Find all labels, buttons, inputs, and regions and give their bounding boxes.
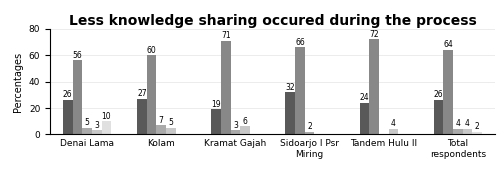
Bar (221, 41, 230, 134)
Text: 56: 56 (72, 51, 83, 60)
Bar (434, 100, 444, 134)
Text: 24: 24 (360, 93, 370, 102)
Bar (286, 92, 295, 134)
Bar (472, 132, 482, 134)
Text: 32: 32 (286, 83, 295, 92)
Bar (240, 127, 250, 134)
Bar (305, 132, 314, 134)
Text: 2: 2 (307, 122, 312, 131)
Bar (92, 130, 102, 134)
Text: 64: 64 (444, 40, 453, 49)
Text: 66: 66 (295, 38, 305, 47)
Bar (462, 129, 472, 134)
Text: 7: 7 (159, 116, 164, 124)
Text: 6: 6 (242, 117, 248, 126)
Bar (370, 39, 379, 134)
Bar (444, 50, 453, 134)
Bar (63, 100, 72, 134)
Bar (360, 103, 370, 134)
Text: 19: 19 (212, 100, 221, 109)
Bar (72, 60, 83, 134)
Text: 4: 4 (391, 119, 396, 128)
Bar (147, 55, 156, 134)
Bar (166, 128, 175, 134)
Bar (137, 99, 147, 134)
Y-axis label: Percentages: Percentages (13, 51, 23, 112)
Bar (295, 47, 305, 134)
Text: 26: 26 (63, 90, 72, 99)
Bar (102, 121, 111, 134)
Text: 71: 71 (221, 31, 230, 40)
Text: 3: 3 (233, 121, 238, 130)
Bar (453, 129, 462, 134)
Text: 10: 10 (102, 112, 111, 121)
Text: 72: 72 (370, 30, 379, 39)
Bar (212, 109, 221, 134)
Text: 4: 4 (465, 119, 470, 128)
Title: Less knowledge sharing occured during the process: Less knowledge sharing occured during th… (68, 14, 476, 28)
Text: 26: 26 (434, 90, 444, 99)
Text: 27: 27 (137, 89, 147, 98)
Bar (156, 125, 166, 134)
Text: 2: 2 (475, 122, 480, 131)
Text: 5: 5 (84, 118, 89, 127)
Bar (388, 129, 398, 134)
Text: 3: 3 (94, 121, 99, 130)
Bar (230, 130, 240, 134)
Text: 5: 5 (168, 118, 173, 127)
Bar (82, 128, 92, 134)
Text: 4: 4 (456, 119, 460, 128)
Text: 60: 60 (146, 46, 156, 55)
